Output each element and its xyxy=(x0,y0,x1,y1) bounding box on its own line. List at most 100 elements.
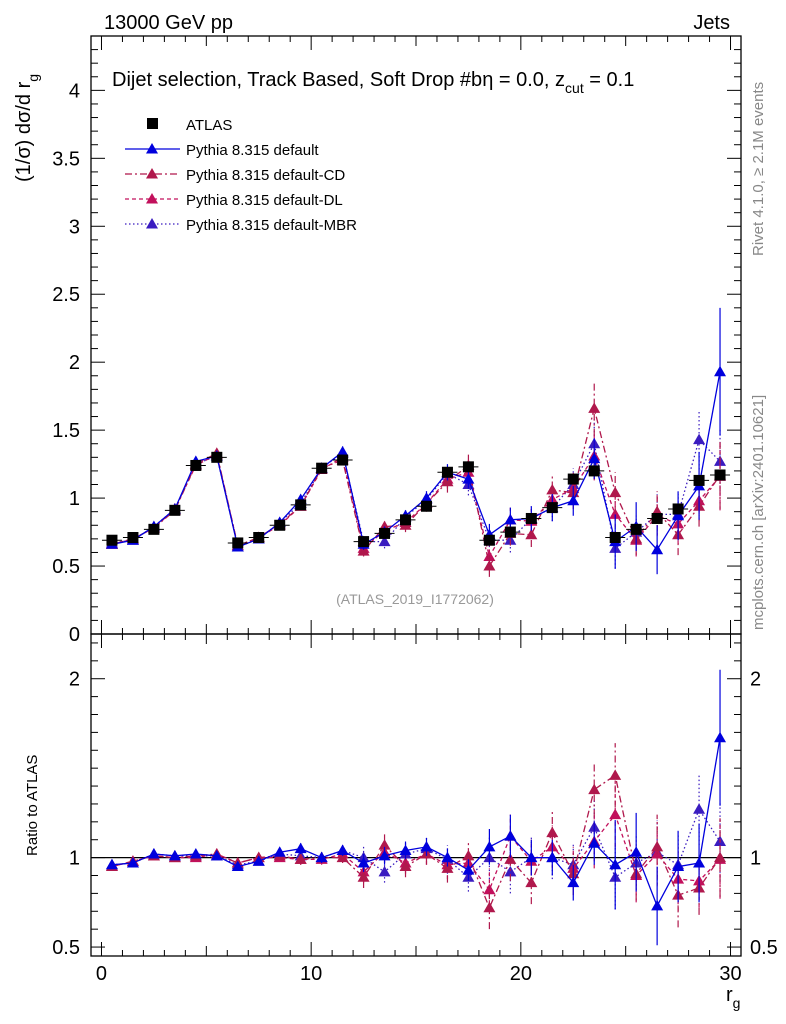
reference-point xyxy=(169,504,181,516)
marks-group xyxy=(101,307,731,946)
legend: ATLAS Pythia 8.315 default Pythia 8.315 de… xyxy=(125,117,357,234)
data-point-ratio xyxy=(231,860,244,872)
reference-point xyxy=(148,523,160,535)
reference-point xyxy=(232,537,244,549)
data-point-ratio xyxy=(483,901,496,913)
data-point-ratio xyxy=(546,851,559,863)
data-point-ratio xyxy=(357,856,370,868)
x-axis-label: rg xyxy=(726,984,740,1011)
data-point-ratio xyxy=(210,849,223,861)
reference-point xyxy=(651,512,663,524)
reference-point xyxy=(190,459,202,471)
legend-marker-3 xyxy=(146,218,158,229)
x-tick-label: 30 xyxy=(719,963,741,985)
series-3 xyxy=(105,409,727,910)
data-point-main xyxy=(441,475,454,487)
reference-point xyxy=(337,454,349,466)
reference-point xyxy=(609,532,621,544)
header-left: 13000 GeV pp xyxy=(104,12,233,34)
data-point-ratio xyxy=(168,849,181,861)
reference-point xyxy=(525,512,537,524)
y-tick-label: 1 xyxy=(69,488,80,510)
data-point-ratio xyxy=(357,871,370,882)
data-point-ratio xyxy=(105,858,118,870)
data-point-ratio xyxy=(504,865,517,877)
data-point-main xyxy=(378,535,391,547)
data-point-ratio xyxy=(273,846,286,857)
side-text-rivet: Rivet 4.1.0, ≥ 2.1M events xyxy=(750,82,767,256)
reference-point xyxy=(295,499,307,511)
reference-point xyxy=(504,526,516,538)
data-point-ratio xyxy=(651,899,664,911)
legend-marker-1 xyxy=(146,168,158,179)
data-point-ratio xyxy=(525,851,538,863)
data-point-ratio xyxy=(441,862,454,873)
data-point-main xyxy=(504,513,517,525)
series-line-ratio xyxy=(111,774,721,910)
data-point-main xyxy=(525,528,538,540)
axes-group: 0 10 20 30 0 0.5 1 1.5 2 2.5 3 3.5 4 0.5 0.5 1 1 2 2 xyxy=(52,35,778,985)
y-tick-label: 0 xyxy=(69,624,80,646)
reference-data xyxy=(101,451,731,549)
data-point-ratio xyxy=(441,851,454,863)
side-text-mcplots: mcplots.cern.ch [arXiv:2401.10621] xyxy=(750,395,767,630)
header-right: Jets xyxy=(693,12,730,34)
ratio-y-axis-label: Ratio to ATLAS xyxy=(24,755,41,856)
data-point-ratio xyxy=(462,849,475,861)
data-point-ratio xyxy=(693,803,706,814)
series-line-ratio xyxy=(111,737,721,908)
data-point-main xyxy=(609,486,622,498)
data-point-main xyxy=(588,402,601,413)
data-point-ratio xyxy=(588,837,601,848)
data-point-ratio xyxy=(504,830,517,841)
data-point-ratio xyxy=(483,840,496,852)
reference-point xyxy=(274,519,286,531)
data-point-ratio xyxy=(399,860,412,872)
data-point-main xyxy=(420,492,433,503)
legend-marker-0 xyxy=(146,143,158,154)
data-point-ratio xyxy=(336,851,349,863)
data-point-ratio xyxy=(504,853,517,864)
reference-point xyxy=(106,534,118,546)
x-tick-label: 0 xyxy=(96,963,107,985)
data-point-ratio xyxy=(609,808,622,820)
legend-label-3: Pythia 8.315 default-MBR xyxy=(186,217,357,234)
data-point-ratio xyxy=(252,855,265,866)
data-point-ratio xyxy=(714,731,727,743)
reference-point xyxy=(420,500,432,512)
data-point-main xyxy=(357,545,370,556)
data-point-main xyxy=(609,508,622,519)
plot-title: Dijet selection, Track Based, Soft Drop … xyxy=(112,69,634,96)
data-point-ratio xyxy=(630,846,643,857)
ratio-y-tick-label-right: 2 xyxy=(750,669,761,691)
data-point-ratio xyxy=(378,849,391,861)
legend-marker-atlas xyxy=(147,118,158,129)
reference-point xyxy=(253,532,265,544)
y-tick-label: 0.5 xyxy=(52,556,80,578)
legend-label-atlas: ATLAS xyxy=(186,117,232,134)
data-point-main xyxy=(714,365,727,377)
series-line-main xyxy=(111,408,721,568)
reference-point xyxy=(567,473,579,485)
data-point-ratio xyxy=(546,826,559,838)
legend-label-1: Pythia 8.315 default-CD xyxy=(186,167,345,184)
reference-point xyxy=(546,502,558,514)
data-point-ratio xyxy=(294,842,307,854)
data-point-main xyxy=(651,543,664,555)
analysis-id: (ATLAS_2019_I1772062) xyxy=(336,591,494,607)
y-tick-label: 1.5 xyxy=(52,420,80,442)
reference-point xyxy=(693,474,705,486)
series-line-ratio xyxy=(111,813,721,892)
data-point-ratio xyxy=(126,856,139,868)
ratio-y-tick-label: 2 xyxy=(69,669,80,691)
data-point-ratio xyxy=(378,865,391,877)
data-point-main xyxy=(462,473,475,484)
data-point-ratio xyxy=(294,853,307,864)
data-point-ratio xyxy=(609,858,622,870)
series-2 xyxy=(105,431,727,912)
series-line-ratio xyxy=(111,807,721,879)
legend-label-2: Pythia 8.315 default-DL xyxy=(186,192,343,209)
ratio-y-tick-label: 0.5 xyxy=(52,937,80,959)
legend-marker-2 xyxy=(146,193,158,204)
data-point-main xyxy=(336,445,349,457)
